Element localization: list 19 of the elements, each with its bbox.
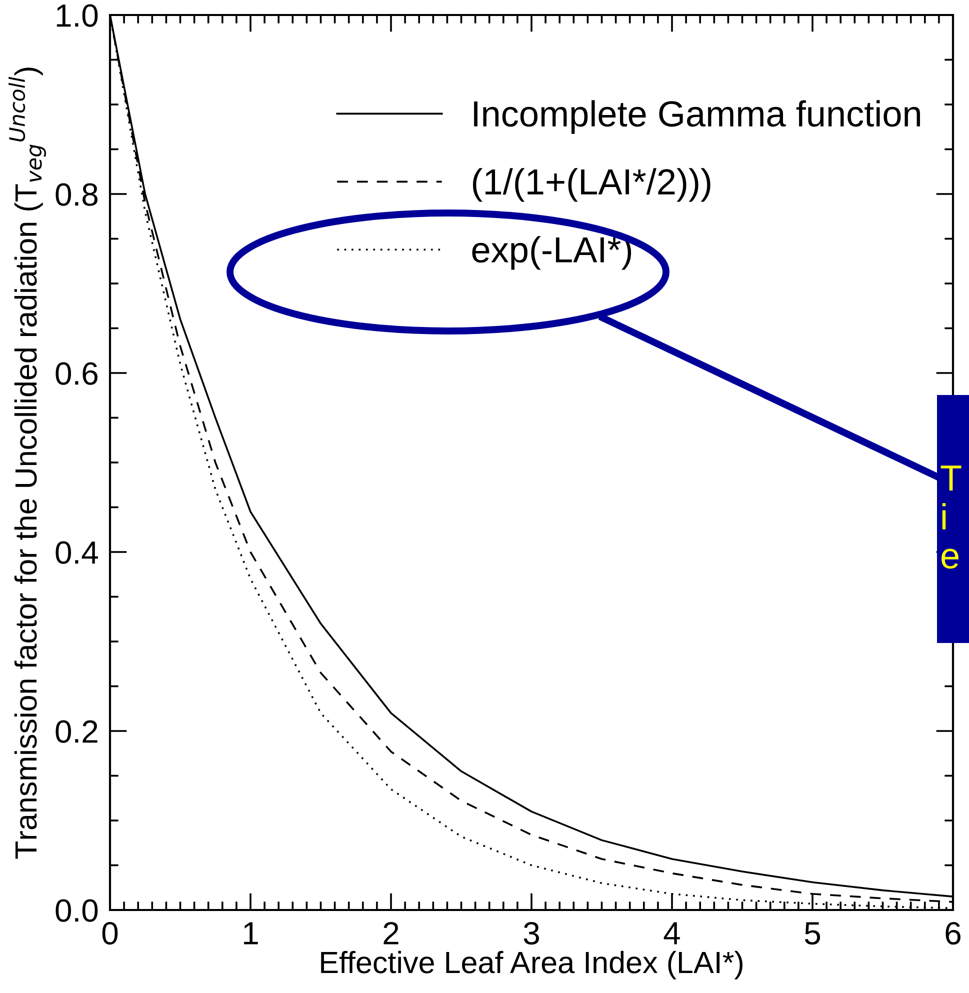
x-tick-label: 5 xyxy=(804,922,820,945)
legend-label: exp(-LAI*) xyxy=(472,236,632,270)
y-tick-label: 0.0 xyxy=(56,899,98,922)
legend-label: Incomplete Gamma function xyxy=(474,100,920,134)
y-axis-title: Transmission factor for the Uncollided radiation (T$_{veg}$$^{Uncoll}$) xyxy=(8,68,46,859)
y-tick-label: 0.6 xyxy=(56,362,98,385)
x-tick-label: 1 xyxy=(244,922,258,944)
x-tick-label: 6 xyxy=(946,922,960,945)
legend-label: (1/(1+(LAI*/2))) xyxy=(472,168,710,202)
annotation: T i e xyxy=(940,466,962,569)
x-axis-title: Effective Leaf Area Index (LAI*) xyxy=(321,950,743,980)
y-tick-label: 0.8 xyxy=(56,183,98,206)
x-tick-label: 2 xyxy=(384,922,398,944)
y-tick-label: 1.0 xyxy=(56,4,98,27)
y-tick-label: 0.4 xyxy=(56,541,98,564)
x-tick-label: 4 xyxy=(664,922,680,944)
x-tick-label: 3 xyxy=(524,922,539,945)
x-tick-label: 0 xyxy=(102,922,118,945)
y-tick-label: 0.2 xyxy=(56,720,98,743)
